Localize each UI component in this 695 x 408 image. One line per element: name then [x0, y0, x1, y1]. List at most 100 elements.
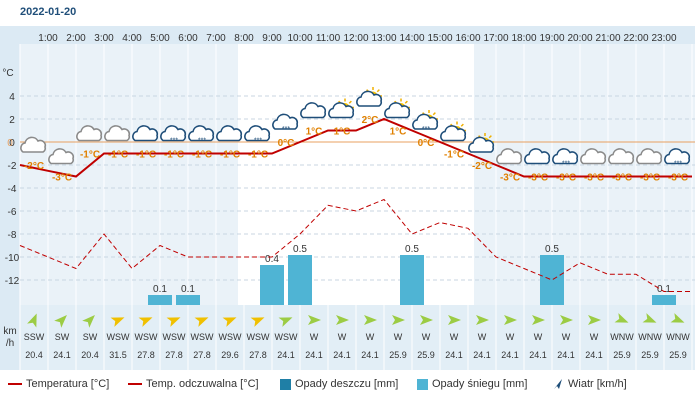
y-tick-label: -2	[8, 161, 17, 172]
legend-rain: Opady deszczu [mm]	[280, 378, 398, 390]
snow-cloud-icon: ***	[188, 125, 215, 145]
wind-arrow-icon	[82, 315, 95, 328]
wind-direction: WSW	[135, 332, 158, 342]
y-tick-label: -8	[8, 230, 17, 241]
temp-label: -3°C	[668, 173, 688, 184]
partly-cloudy-night-icon	[608, 148, 635, 165]
wind-arrow-icon	[554, 379, 562, 390]
partly-sunny-icon	[384, 98, 411, 119]
cloud-icon	[216, 125, 243, 142]
partly-sunny-icon	[356, 87, 383, 107]
wind-speed: 24.1	[529, 350, 547, 360]
svg-text:***: ***	[198, 138, 206, 145]
svg-text:***: ***	[422, 126, 430, 133]
temp-label: 0°C	[278, 138, 295, 149]
precip-label: 0.5	[293, 244, 307, 255]
y-tick-label: 2	[9, 115, 15, 126]
wind-direction: W	[422, 332, 431, 342]
wind-arrow-icon	[588, 315, 601, 325]
partly-cloudy-night-icon	[104, 125, 131, 142]
wind-direction: W	[590, 332, 599, 342]
hour-label: 18:00	[511, 33, 536, 44]
wind-arrow-icon	[392, 315, 405, 325]
sun-snow-cloud-icon: ***	[412, 110, 439, 133]
wind-direction: WSW	[219, 332, 242, 342]
hour-label: 2:00	[66, 33, 86, 44]
hour-label: 4:00	[122, 33, 142, 44]
legend-feels-like: Temp. odczuwalna [°C]	[128, 378, 259, 390]
hour-label: 12:00	[343, 33, 368, 44]
legend-snow: Opady śniegu [mm]	[417, 378, 527, 390]
cloud-icon	[300, 102, 327, 119]
wind-speed: 24.1	[305, 350, 323, 360]
wind-speed: 27.8	[137, 350, 155, 360]
feels-like-line	[19, 198, 692, 292]
partly-sunny-icon	[328, 98, 355, 119]
hour-label: 16:00	[455, 33, 480, 44]
precip-label: 0.4	[265, 254, 279, 265]
y-tick-label: -10	[5, 253, 20, 264]
precip-label: 0.5	[545, 244, 559, 255]
snow-bar	[400, 255, 424, 305]
wind-direction: WSW	[247, 332, 270, 342]
wind-unit-top: km	[3, 326, 16, 337]
wind-speed: 24.1	[445, 350, 463, 360]
wind-speed: 25.9	[669, 350, 687, 360]
wind-arrow-icon	[504, 315, 517, 325]
wind-arrow-icon	[448, 315, 461, 325]
temp-label: -3°C	[528, 173, 548, 184]
wind-direction: WSW	[107, 332, 130, 342]
legend-wind: Wiatr [km/h]	[552, 378, 627, 390]
snow-cloud-icon: ***	[160, 125, 187, 145]
y-tick-label: -6	[8, 207, 17, 218]
snow-bar	[652, 295, 676, 305]
wind-arrow-icon	[476, 315, 489, 325]
wind-direction: W	[338, 332, 347, 342]
wind-arrow-icon	[138, 317, 153, 327]
wind-arrow-icon	[532, 315, 545, 325]
wind-arrow-icon	[642, 313, 657, 323]
temperature-line	[19, 117, 692, 178]
partly-cloudy-night-icon	[48, 148, 75, 165]
wind-arrow-icon	[110, 317, 125, 327]
temp-label: -2°C	[472, 161, 492, 172]
precip-label: 0.5	[405, 244, 419, 255]
y-tick-label: -12	[5, 276, 20, 287]
svg-text:***: ***	[170, 138, 178, 145]
axis-panel	[0, 26, 20, 370]
wind-speed: 24.1	[557, 350, 575, 360]
hour-label: 3:00	[94, 33, 114, 44]
hour-label: 19:00	[539, 33, 564, 44]
partly-sunny-icon	[440, 121, 467, 142]
temp-label: 1°C	[334, 127, 351, 138]
hour-label: 23:00	[651, 33, 676, 44]
wind-arrow-icon	[27, 313, 37, 328]
wind-speed: 24.1	[53, 350, 71, 360]
wind-direction: WNW	[638, 332, 662, 342]
weather-chart: 4 2 0 -2 -4 -6 -8 -10 -12 0°C 1:00 2:00 3:00 4:00 5:00…	[0, 26, 695, 370]
hour-label: 1:00	[38, 33, 58, 44]
y-axis-label: °C	[2, 68, 13, 79]
hour-label: 10:00	[287, 33, 312, 44]
temp-label: -1°C	[164, 150, 184, 161]
temp-label: -1°C	[80, 150, 100, 161]
wind-speed: 25.9	[641, 350, 659, 360]
hour-label: 9:00	[262, 33, 282, 44]
wind-speed: 20.4	[81, 350, 99, 360]
wind-direction: WSW	[191, 332, 214, 342]
temp-label: -1°C	[192, 150, 212, 161]
temp-label: -3°C	[52, 173, 72, 184]
wind-speed: 27.8	[165, 350, 183, 360]
wind-speed: 24.1	[333, 350, 351, 360]
wind-speed: 31.5	[109, 350, 127, 360]
temp-label: -3°C	[612, 173, 632, 184]
temp-label: -1°C	[108, 150, 128, 161]
wind-speed: 25.9	[417, 350, 435, 360]
hour-label: 14:00	[399, 33, 424, 44]
wind-direction: W	[366, 332, 375, 342]
wind-arrow-icon	[670, 313, 685, 323]
temp-label: -3°C	[500, 173, 520, 184]
wind-direction: W	[310, 332, 319, 342]
wind-speed: 24.1	[501, 350, 519, 360]
